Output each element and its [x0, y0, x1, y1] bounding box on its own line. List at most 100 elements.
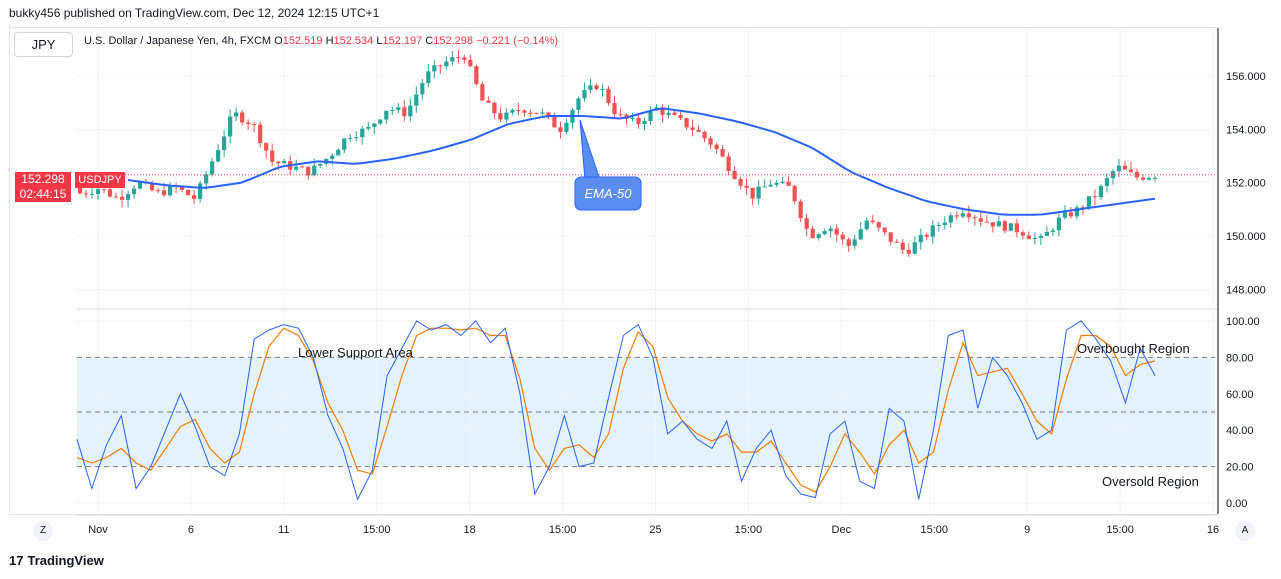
time-tick-label: 11	[278, 524, 289, 536]
candle-body	[222, 136, 227, 151]
candle-body	[77, 188, 83, 194]
candle-body	[318, 163, 323, 166]
candle-body	[750, 187, 755, 199]
candle-body	[756, 186, 761, 199]
candle-body	[396, 107, 401, 110]
candle-body	[252, 124, 257, 126]
price-tick-label: 156.000	[1226, 71, 1266, 83]
candle-body	[894, 241, 899, 243]
time-tick-label: 6	[188, 524, 194, 536]
candle-body	[89, 193, 95, 195]
candle-body	[798, 201, 803, 219]
candle-body	[372, 123, 377, 127]
brand-name: TradingView	[27, 553, 104, 568]
stochastic-k-line	[76, 320, 1156, 501]
time-tick-label: 25	[649, 524, 661, 536]
open-value: 152.519	[282, 35, 323, 47]
candle-body	[858, 229, 863, 240]
candle-body	[690, 127, 695, 130]
oscillator-tick-label: 60.00	[1226, 389, 1254, 401]
change-value: −0.221 (−0.14%)	[476, 35, 559, 47]
candle-body	[504, 112, 509, 120]
candle-body	[594, 85, 599, 90]
candle-body	[768, 184, 773, 187]
candle-body	[216, 150, 221, 162]
candle-body	[414, 94, 419, 106]
candle-body	[83, 193, 89, 195]
oscillator-tick-label: 40.00	[1226, 425, 1254, 437]
candle-body	[1008, 223, 1013, 231]
candle-body	[1062, 212, 1068, 218]
candle-body	[198, 183, 203, 199]
candle-body	[456, 57, 461, 59]
time-tick-label: Dec	[832, 524, 852, 536]
candle-body	[462, 57, 467, 60]
bar-countdown: 02:44:15	[19, 187, 67, 201]
candle-body	[978, 218, 983, 222]
candle-body	[630, 117, 635, 119]
candle-body	[1074, 207, 1080, 217]
candle-body	[744, 185, 749, 188]
candle-body	[828, 228, 833, 232]
candle-body	[432, 65, 437, 72]
candle-body	[161, 190, 167, 196]
candle-body	[1044, 231, 1049, 236]
candle-body	[612, 103, 617, 115]
candle-body	[270, 150, 275, 162]
candle-body	[738, 179, 743, 186]
time-tick-label: 15:00	[735, 524, 763, 536]
candle-body	[666, 112, 671, 116]
candle-body	[954, 215, 959, 217]
symbol-tag: USDJPY	[75, 172, 125, 188]
candle-body	[137, 182, 143, 189]
stochastic-d-line	[76, 327, 1156, 493]
candle-body	[95, 189, 101, 194]
candle-body	[342, 138, 347, 150]
candle-body	[468, 59, 473, 67]
timezone-z-button[interactable]: Z	[33, 521, 53, 541]
high-value: 152.534	[333, 35, 374, 47]
candle-body	[1050, 230, 1056, 232]
candle-body	[900, 242, 905, 250]
time-tick-label: 15:00	[363, 524, 391, 536]
oscillator-tick-label: 80.00	[1226, 352, 1254, 364]
candle-body	[936, 225, 941, 227]
candle-body	[930, 225, 935, 237]
candle-body	[822, 231, 827, 235]
candle-body	[522, 110, 527, 113]
candle-body	[888, 232, 893, 242]
candle-body	[438, 65, 443, 67]
candle-body	[131, 188, 137, 195]
candle-body	[990, 222, 995, 227]
candle-body	[864, 220, 869, 230]
candle-body	[486, 100, 491, 103]
candle-body	[1026, 235, 1031, 240]
candle-body	[714, 144, 719, 150]
candle-body	[972, 217, 977, 219]
time-tick-label: 18	[464, 524, 476, 536]
auto-scale-a-button[interactable]: A	[1235, 521, 1255, 541]
candle-body	[726, 156, 731, 172]
candle-body	[552, 116, 557, 128]
candle-body	[786, 181, 791, 186]
candle-body	[426, 71, 431, 84]
candle-body	[708, 138, 713, 145]
candle-body	[282, 161, 287, 164]
price-tick-label: 148.000	[1226, 284, 1266, 296]
candle-body	[564, 122, 569, 132]
candle-body	[618, 114, 623, 116]
candle-body	[107, 189, 113, 197]
candle-body	[390, 109, 395, 111]
candle-body	[876, 222, 881, 228]
candle-body	[648, 110, 653, 121]
candle-body	[240, 112, 245, 123]
candle-body	[186, 189, 191, 196]
candle-body	[1098, 185, 1104, 198]
candle-body	[179, 187, 185, 190]
symbol-button[interactable]: JPY	[14, 32, 73, 57]
candle-body	[720, 149, 725, 157]
candle-body	[546, 112, 551, 117]
candle-body	[852, 239, 857, 246]
candle-body	[348, 137, 353, 139]
